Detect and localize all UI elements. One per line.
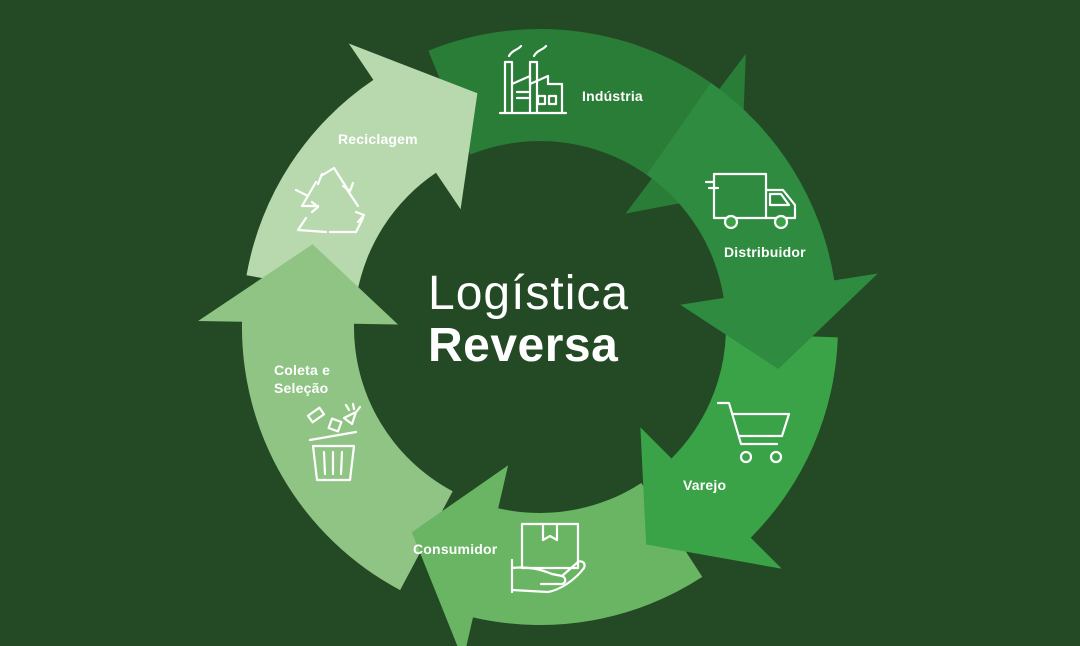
shopping-cart-icon xyxy=(716,401,791,464)
title-line-1: Logística xyxy=(428,267,630,320)
title-line-2: Reversa xyxy=(428,319,619,372)
stage-label-coleta-line1: Coleta e xyxy=(274,362,331,378)
recycle-icon xyxy=(294,166,366,234)
trash-bin-icon xyxy=(306,402,362,482)
delivery-truck-icon xyxy=(704,172,797,230)
stage-label-consumidor: Consumidor xyxy=(413,541,498,557)
hand-box-icon xyxy=(510,522,586,594)
segment-varejo xyxy=(411,465,703,646)
stage-label-coleta-line2: Seleção xyxy=(274,380,329,396)
segment-consumidor xyxy=(198,244,453,591)
segment-coleta xyxy=(246,43,478,295)
diagram-title: Logística Reversa xyxy=(428,270,629,370)
segment-industria xyxy=(646,82,878,370)
stage-label-reciclagem: Reciclagem xyxy=(338,131,418,147)
factory-icon xyxy=(498,44,568,115)
stage-label-industria: Indústria xyxy=(582,88,643,104)
stage-label-varejo: Varejo xyxy=(683,477,727,493)
segment-distribuidor xyxy=(640,333,838,569)
stage-label-distribuidor: Distribuidor xyxy=(724,244,806,260)
